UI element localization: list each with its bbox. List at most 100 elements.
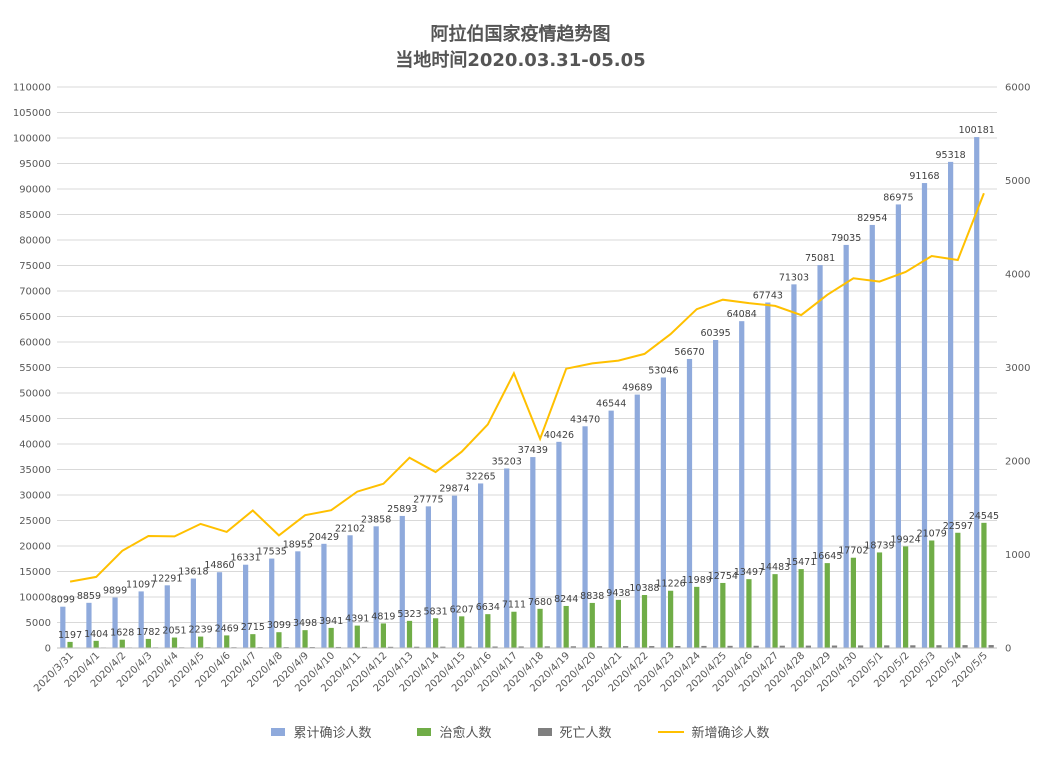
- bar-cumulative: [713, 339, 719, 648]
- y-left-tick-label: 70000: [19, 287, 51, 298]
- data-label: 15471: [786, 557, 816, 568]
- data-label: 13497: [734, 567, 764, 578]
- bar-cumulative: [112, 597, 118, 648]
- data-label: 79035: [831, 233, 861, 244]
- bar-recovered: [145, 638, 151, 648]
- bar-cumulative: [895, 204, 901, 649]
- bar-recovered: [354, 625, 360, 648]
- bar-recovered: [720, 582, 726, 648]
- bar-cumulative: [86, 602, 92, 648]
- bar-cumulative: [556, 441, 562, 648]
- y-left-tick-label: 0: [45, 644, 51, 655]
- legend-label-new: 新增确诊人数: [691, 726, 770, 741]
- y-left-tick-label: 50000: [19, 389, 51, 400]
- y-left-tick-label: 5000: [26, 618, 51, 629]
- data-label: 6634: [476, 602, 500, 613]
- legend-item-new: 新增确诊人数: [657, 722, 770, 741]
- bar-recovered: [746, 579, 752, 648]
- bar-deaths: [649, 646, 655, 648]
- data-label: 1197: [58, 630, 82, 641]
- bar-recovered: [981, 522, 987, 648]
- y-left-tick-label: 80000: [19, 236, 51, 247]
- bar-deaths: [779, 645, 785, 648]
- data-label: 60395: [700, 328, 730, 339]
- bar-cumulative: [295, 551, 301, 648]
- y-left-tick-label: 45000: [19, 414, 51, 425]
- bar-cumulative: [425, 506, 431, 648]
- bar-recovered: [380, 623, 386, 648]
- data-label: 43470: [570, 414, 600, 425]
- bar-deaths: [544, 646, 550, 648]
- bar-deaths: [910, 645, 916, 648]
- bar-cumulative: [765, 302, 771, 648]
- y-left-tick-label: 95000: [19, 159, 51, 170]
- data-label: 9899: [103, 586, 127, 597]
- legend-item-deaths: 死亡人数: [537, 722, 612, 741]
- bar-deaths: [414, 646, 420, 648]
- data-label: 6207: [450, 604, 474, 615]
- bar-deaths: [440, 646, 446, 648]
- y-left-tick-label: 20000: [19, 542, 51, 553]
- data-label: 22597: [943, 521, 973, 532]
- data-label: 95318: [935, 150, 965, 161]
- data-label: 86975: [883, 192, 913, 203]
- chart-legend: 累计确诊人数 治愈人数 死亡人数 新增确诊人数: [0, 722, 1041, 741]
- bar-deaths: [518, 646, 524, 648]
- data-label: 11989: [682, 575, 712, 586]
- y-left-tick-label: 25000: [19, 516, 51, 527]
- bar-deaths: [988, 645, 994, 648]
- bar-cumulative: [739, 321, 745, 648]
- bar-cumulative: [478, 483, 484, 648]
- bar-recovered: [824, 563, 830, 648]
- bar-recovered: [171, 637, 178, 648]
- data-label: 1628: [110, 628, 134, 639]
- data-label: 32265: [465, 471, 495, 482]
- data-label: 12754: [708, 571, 738, 582]
- data-label: 18739: [864, 540, 894, 551]
- bar-deaths: [962, 645, 968, 648]
- bar-cumulative: [634, 394, 640, 648]
- data-label: 8859: [77, 591, 101, 602]
- bar-cumulative: [164, 585, 170, 648]
- bar-recovered: [641, 595, 648, 648]
- data-label: 49689: [622, 383, 652, 394]
- data-label: 56670: [674, 347, 704, 358]
- bar-deaths: [466, 646, 472, 648]
- y-right-tick-label: 3000: [1005, 363, 1030, 374]
- data-label: 8838: [580, 591, 604, 602]
- bar-deaths: [753, 645, 759, 648]
- data-label: 8099: [51, 595, 75, 606]
- bar-recovered: [694, 586, 700, 648]
- y-left-tick-label: 10000: [19, 593, 51, 604]
- y-right-tick-label: 2000: [1005, 457, 1030, 468]
- data-label: 100181: [959, 125, 995, 136]
- data-label: 24545: [969, 511, 999, 522]
- y-left-tick-label: 75000: [19, 261, 51, 272]
- data-label: 8244: [554, 594, 578, 605]
- y-right-tick-label: 6000: [1005, 83, 1030, 94]
- data-label: 17702: [838, 546, 868, 557]
- bar-cumulative: [582, 426, 588, 648]
- bar-recovered: [406, 620, 413, 648]
- bar-cumulative: [451, 495, 458, 648]
- bar-cumulative: [373, 526, 379, 648]
- data-label: 40426: [544, 430, 574, 441]
- data-label: 91168: [909, 171, 939, 182]
- data-label: 7680: [528, 597, 552, 608]
- y-right-tick-label: 4000: [1005, 270, 1030, 281]
- data-label: 2715: [241, 622, 265, 633]
- data-label: 23858: [361, 514, 391, 525]
- y-right-tick-label: 1000: [1005, 550, 1030, 561]
- data-label: 3498: [293, 618, 317, 629]
- y-left-tick-label: 55000: [19, 363, 51, 374]
- data-label: 46544: [596, 399, 626, 410]
- data-label: 7111: [502, 600, 526, 611]
- bar-deaths: [388, 646, 394, 648]
- bar-deaths: [596, 646, 603, 648]
- data-label: 27775: [413, 494, 443, 505]
- legend-label-recovered: 治愈人数: [439, 726, 492, 741]
- y-left-tick-label: 30000: [19, 491, 51, 502]
- data-label: 9438: [606, 588, 630, 599]
